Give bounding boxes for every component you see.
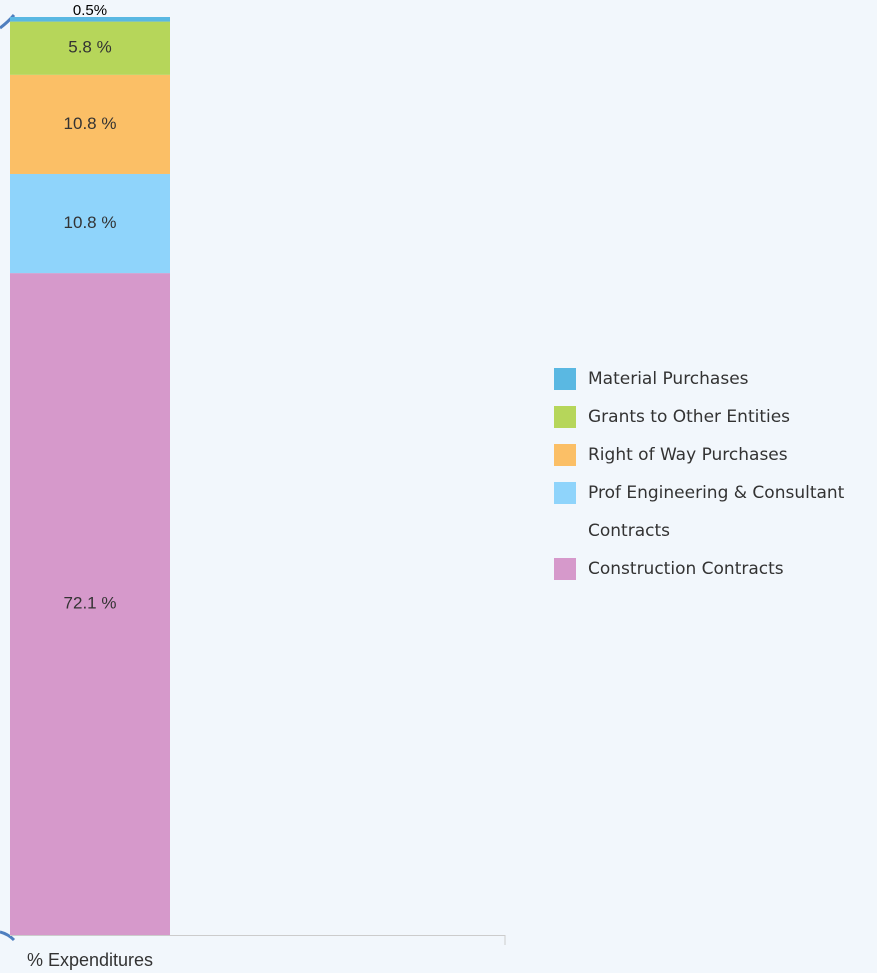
legend-item: Grants to Other Entities — [554, 398, 874, 436]
legend-swatch — [554, 368, 576, 390]
legend-label: Prof Engineering & Consultant Contracts — [588, 483, 845, 541]
legend-swatch — [554, 482, 576, 504]
bar-segment — [10, 74, 170, 174]
bar-segment — [10, 17, 170, 22]
legend: Material Purchases Grants to Other Entiti… — [554, 360, 874, 588]
bar-segment — [10, 21, 170, 75]
legend-swatch — [554, 558, 576, 580]
data-label: 5.8 % — [68, 38, 111, 57]
legend-swatch — [554, 444, 576, 466]
data-label: 72.1 % — [64, 594, 117, 613]
bracket-decoration — [0, 14, 16, 30]
bracket-decoration — [0, 930, 16, 942]
bar-segment — [10, 173, 170, 274]
data-label: 10.8 % — [64, 213, 117, 232]
legend-label: Right of Way Purchases — [588, 445, 788, 465]
legend-swatch — [554, 406, 576, 428]
legend-item: Material Purchases — [554, 360, 874, 398]
legend-label: Material Purchases — [588, 369, 749, 389]
legend-item: Right of Way Purchases — [554, 436, 874, 474]
data-label: 0.5% — [73, 2, 107, 19]
legend-label: Construction Contracts — [588, 559, 784, 579]
bar-segment — [10, 273, 170, 935]
legend-label: Grants to Other Entities — [588, 407, 791, 427]
x-tick-label: % Expenditures — [27, 950, 153, 970]
data-label: 10.8 % — [64, 114, 117, 133]
legend-item: Construction Contracts — [554, 550, 874, 588]
legend-item: Prof Engineering & Consultant Contracts — [554, 474, 874, 550]
